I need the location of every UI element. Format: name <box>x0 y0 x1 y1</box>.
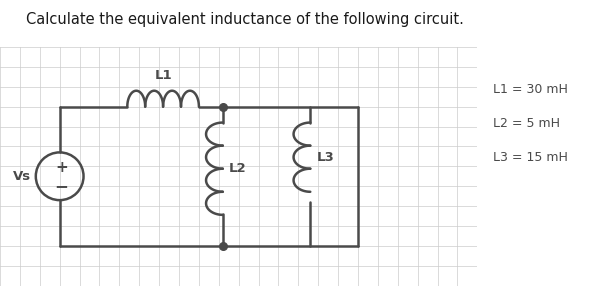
Text: L1 = 30 mH: L1 = 30 mH <box>493 83 567 96</box>
Text: L3 = 15 mH: L3 = 15 mH <box>493 151 567 165</box>
Text: Vs: Vs <box>13 170 31 183</box>
Text: −: − <box>54 177 69 195</box>
Text: Calculate the equivalent inductance of the following circuit.: Calculate the equivalent inductance of t… <box>26 12 464 27</box>
Text: L3: L3 <box>316 151 334 164</box>
Text: L2: L2 <box>229 162 247 175</box>
Text: L2 = 5 mH: L2 = 5 mH <box>493 117 559 130</box>
Text: L1: L1 <box>154 69 172 82</box>
Text: +: + <box>55 160 68 175</box>
